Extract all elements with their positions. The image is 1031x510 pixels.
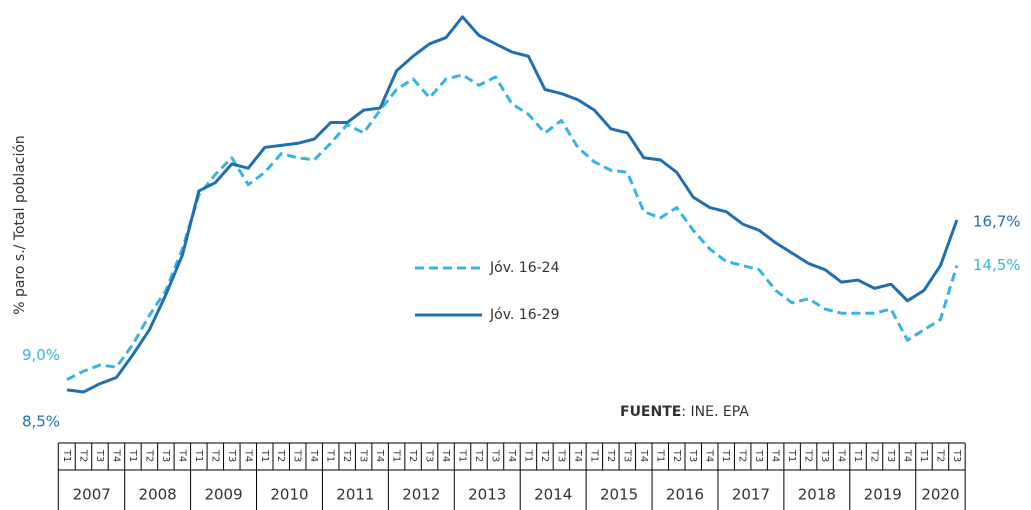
x-tick-label: T3	[489, 449, 500, 462]
x-tick-label: T1	[61, 449, 72, 462]
x-tick-label: T3	[292, 449, 303, 462]
x-tick-label: T1	[391, 449, 402, 462]
x-tick-label: T1	[193, 449, 204, 462]
x-tick-label: T2	[803, 449, 814, 462]
legend-label: Jóv. 16-29	[489, 307, 559, 323]
x-tick-label: T4	[638, 449, 649, 462]
x-tick-label: T2	[341, 449, 352, 462]
x-tick-label: T3	[160, 449, 171, 462]
source: FUENTE: INE. EPA	[620, 404, 749, 420]
x-tick-label: T4	[836, 449, 847, 462]
year-label: 2014	[534, 486, 572, 504]
x-tick-label: T2	[77, 449, 88, 462]
x-tick-label: T1	[918, 449, 929, 462]
year-label: 2015	[600, 486, 638, 504]
x-tick-label: T4	[770, 449, 781, 462]
data-label: 9,0%	[22, 346, 60, 364]
x-tick-label: T4	[242, 449, 253, 462]
x-tick-label: T3	[621, 449, 632, 462]
year-label: 2019	[864, 486, 902, 504]
x-tick-label: T3	[687, 449, 698, 462]
x-tick-label: T4	[176, 449, 187, 462]
x-tick-label: T2	[934, 449, 945, 462]
x-tick-label: T1	[325, 449, 336, 462]
year-label: 2018	[798, 486, 836, 504]
year-label: 2011	[336, 486, 374, 504]
x-tick-label: T1	[654, 449, 665, 462]
x-tick-label: T4	[572, 449, 583, 462]
x-tick-label: T1	[259, 449, 270, 462]
year-label: 2012	[402, 486, 440, 504]
x-tick-label: T2	[605, 449, 616, 462]
x-tick-label: T1	[786, 449, 797, 462]
x-tick-label: T1	[127, 449, 138, 462]
year-label: 2016	[666, 486, 704, 504]
x-tick-label: T2	[671, 449, 682, 462]
x-tick-label: T3	[753, 449, 764, 462]
year-label: 2013	[468, 486, 506, 504]
x-tick-label: T4	[901, 449, 912, 462]
x-tick-label: T3	[226, 449, 237, 462]
x-tick-label: T4	[374, 449, 385, 462]
x-tick-label: T4	[110, 449, 121, 462]
x-tick-label: T3	[358, 449, 369, 462]
x-tick-label: T3	[819, 449, 830, 462]
x-tick-label: T1	[588, 449, 599, 462]
x-tick-label: T2	[407, 449, 418, 462]
x-tick-label: T1	[720, 449, 731, 462]
x-tick-label: T1	[852, 449, 863, 462]
year-label: 2010	[270, 486, 308, 504]
y-axis-label: % paro s./ Total población	[12, 135, 28, 315]
year-label: 2017	[732, 486, 770, 504]
x-tick-label: T2	[209, 449, 220, 462]
source-label: FUENTE	[620, 404, 681, 420]
x-tick-label: T1	[522, 449, 533, 462]
legend-label: Jóv. 16-24	[489, 260, 560, 276]
x-tick-label: T4	[440, 449, 451, 462]
data-label: 8,5%	[22, 412, 60, 430]
x-tick-label: T2	[737, 449, 748, 462]
year-label: 2020	[921, 486, 959, 504]
x-tick-label: T3	[555, 449, 566, 462]
x-tick-label: T2	[275, 449, 286, 462]
x-tick-label: T3	[885, 449, 896, 462]
year-label: 2009	[204, 486, 242, 504]
x-tick-label: T3	[424, 449, 435, 462]
x-tick-label: T2	[143, 449, 154, 462]
data-label: 14,5%	[973, 256, 1021, 274]
x-tick-label: T3	[94, 449, 105, 462]
line	[66, 15, 959, 394]
x-tick-label: T4	[308, 449, 319, 462]
x-tick-label: T4	[506, 449, 517, 462]
x-tick-label: T2	[539, 449, 550, 462]
data-label: 16,7%	[973, 212, 1021, 230]
year-label: 2008	[139, 486, 177, 504]
line	[66, 73, 959, 381]
x-tick-label: T3	[951, 449, 962, 462]
year-label: 2007	[73, 486, 111, 504]
x-tick-label: T2	[473, 449, 484, 462]
x-tick-label: T2	[869, 449, 880, 462]
source-text: : INE. EPA	[681, 404, 749, 420]
x-tick-label: T4	[704, 449, 715, 462]
x-tick-label: T1	[457, 449, 468, 462]
